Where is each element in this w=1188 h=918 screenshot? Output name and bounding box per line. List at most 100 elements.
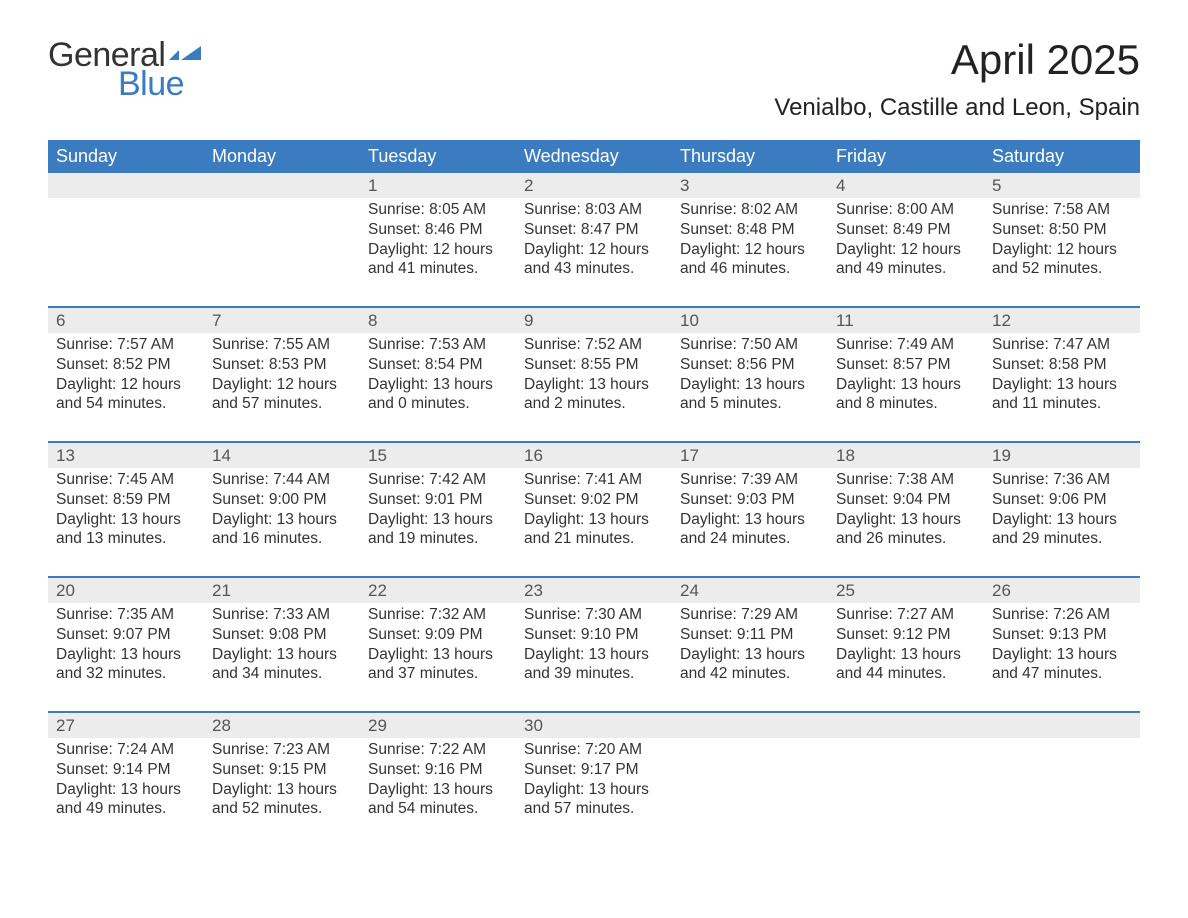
day-sunset: Sunset: 8:58 PM — [992, 355, 1132, 375]
day-sunrise: Sunrise: 7:27 AM — [836, 605, 976, 625]
page-header: General Blue April 2025 Venialbo, Castil… — [48, 36, 1140, 122]
day-daylight2: and 46 minutes. — [680, 259, 820, 279]
day-number: 28 — [204, 713, 360, 738]
weekday-header: Tuesday — [360, 140, 516, 173]
day-cell: Sunrise: 7:32 AMSunset: 9:09 PMDaylight:… — [360, 603, 516, 695]
day-daylight1: Daylight: 13 hours — [212, 645, 352, 665]
day-daylight2: and 42 minutes. — [680, 664, 820, 684]
calendar-week: 20212223242526Sunrise: 7:35 AMSunset: 9:… — [48, 576, 1140, 711]
day-number: 16 — [516, 443, 672, 468]
day-daylight2: and 44 minutes. — [836, 664, 976, 684]
day-sunset: Sunset: 9:09 PM — [368, 625, 508, 645]
day-sunset: Sunset: 9:03 PM — [680, 490, 820, 510]
day-sunset: Sunset: 9:01 PM — [368, 490, 508, 510]
day-daylight2: and 13 minutes. — [56, 529, 196, 549]
day-cell: Sunrise: 7:55 AMSunset: 8:53 PMDaylight:… — [204, 333, 360, 425]
day-daylight2: and 43 minutes. — [524, 259, 664, 279]
weekday-header: Sunday — [48, 140, 204, 173]
day-number: 29 — [360, 713, 516, 738]
day-number: 14 — [204, 443, 360, 468]
day-daylight2: and 24 minutes. — [680, 529, 820, 549]
day-cell: Sunrise: 7:50 AMSunset: 8:56 PMDaylight:… — [672, 333, 828, 425]
day-sunrise: Sunrise: 7:26 AM — [992, 605, 1132, 625]
day-daylight1: Daylight: 12 hours — [212, 375, 352, 395]
day-sunset: Sunset: 8:52 PM — [56, 355, 196, 375]
day-sunset: Sunset: 8:57 PM — [836, 355, 976, 375]
day-daylight2: and 54 minutes. — [368, 799, 508, 819]
day-daylight2: and 52 minutes. — [992, 259, 1132, 279]
day-cell: Sunrise: 8:00 AMSunset: 8:49 PMDaylight:… — [828, 198, 984, 290]
daynum-row: 27282930 — [48, 713, 1140, 738]
day-sunset: Sunset: 9:02 PM — [524, 490, 664, 510]
weekday-header: Saturday — [984, 140, 1140, 173]
weekday-header: Thursday — [672, 140, 828, 173]
day-sunset: Sunset: 9:00 PM — [212, 490, 352, 510]
day-sunrise: Sunrise: 7:41 AM — [524, 470, 664, 490]
brand-logo: General Blue — [48, 36, 205, 104]
day-daylight2: and 0 minutes. — [368, 394, 508, 414]
day-sunset: Sunset: 9:14 PM — [56, 760, 196, 780]
calendar-grid: Sunday Monday Tuesday Wednesday Thursday… — [48, 140, 1140, 846]
calendar-week: 12345Sunrise: 8:05 AMSunset: 8:46 PMDayl… — [48, 173, 1140, 306]
day-sunset: Sunset: 9:16 PM — [368, 760, 508, 780]
day-number: 21 — [204, 578, 360, 603]
day-sunset: Sunset: 8:56 PM — [680, 355, 820, 375]
day-number: 25 — [828, 578, 984, 603]
day-daylight2: and 16 minutes. — [212, 529, 352, 549]
day-sunrise: Sunrise: 7:45 AM — [56, 470, 196, 490]
day-sunrise: Sunrise: 7:30 AM — [524, 605, 664, 625]
calendar-week: 13141516171819Sunrise: 7:45 AMSunset: 8:… — [48, 441, 1140, 576]
day-cell: Sunrise: 7:57 AMSunset: 8:52 PMDaylight:… — [48, 333, 204, 425]
title-block: April 2025 Venialbo, Castille and Leon, … — [774, 36, 1140, 122]
day-sunset: Sunset: 8:48 PM — [680, 220, 820, 240]
day-content-row: Sunrise: 7:45 AMSunset: 8:59 PMDaylight:… — [48, 468, 1140, 576]
day-content-row: Sunrise: 7:24 AMSunset: 9:14 PMDaylight:… — [48, 738, 1140, 846]
day-daylight1: Daylight: 13 hours — [524, 510, 664, 530]
day-daylight2: and 11 minutes. — [992, 394, 1132, 414]
day-daylight1: Daylight: 12 hours — [56, 375, 196, 395]
day-daylight2: and 37 minutes. — [368, 664, 508, 684]
day-daylight1: Daylight: 13 hours — [212, 510, 352, 530]
day-sunset: Sunset: 9:07 PM — [56, 625, 196, 645]
day-number — [48, 173, 204, 198]
daynum-row: 20212223242526 — [48, 578, 1140, 603]
day-cell: Sunrise: 7:30 AMSunset: 9:10 PMDaylight:… — [516, 603, 672, 695]
day-number: 17 — [672, 443, 828, 468]
day-cell — [828, 738, 984, 830]
day-sunrise: Sunrise: 7:29 AM — [680, 605, 820, 625]
day-sunrise: Sunrise: 7:50 AM — [680, 335, 820, 355]
day-number: 18 — [828, 443, 984, 468]
weekday-header: Monday — [204, 140, 360, 173]
day-daylight1: Daylight: 12 hours — [368, 240, 508, 260]
day-daylight1: Daylight: 13 hours — [368, 645, 508, 665]
day-cell: Sunrise: 7:38 AMSunset: 9:04 PMDaylight:… — [828, 468, 984, 560]
day-sunset: Sunset: 9:04 PM — [836, 490, 976, 510]
day-daylight2: and 39 minutes. — [524, 664, 664, 684]
day-sunrise: Sunrise: 7:55 AM — [212, 335, 352, 355]
day-daylight2: and 54 minutes. — [56, 394, 196, 414]
day-sunrise: Sunrise: 7:20 AM — [524, 740, 664, 760]
day-number: 24 — [672, 578, 828, 603]
day-cell: Sunrise: 7:23 AMSunset: 9:15 PMDaylight:… — [204, 738, 360, 830]
day-daylight2: and 5 minutes. — [680, 394, 820, 414]
page-title: April 2025 — [774, 36, 1140, 84]
day-daylight1: Daylight: 13 hours — [836, 510, 976, 530]
day-daylight1: Daylight: 13 hours — [992, 510, 1132, 530]
day-daylight1: Daylight: 13 hours — [680, 510, 820, 530]
day-daylight1: Daylight: 13 hours — [680, 375, 820, 395]
day-number: 7 — [204, 308, 360, 333]
day-content-row: Sunrise: 7:35 AMSunset: 9:07 PMDaylight:… — [48, 603, 1140, 711]
day-sunset: Sunset: 8:49 PM — [836, 220, 976, 240]
day-sunset: Sunset: 9:12 PM — [836, 625, 976, 645]
day-number: 1 — [360, 173, 516, 198]
day-number: 4 — [828, 173, 984, 198]
day-daylight2: and 41 minutes. — [368, 259, 508, 279]
day-cell: Sunrise: 8:02 AMSunset: 8:48 PMDaylight:… — [672, 198, 828, 290]
day-daylight2: and 49 minutes. — [836, 259, 976, 279]
day-daylight2: and 2 minutes. — [524, 394, 664, 414]
day-number: 23 — [516, 578, 672, 603]
day-sunrise: Sunrise: 7:24 AM — [56, 740, 196, 760]
day-content-row: Sunrise: 7:57 AMSunset: 8:52 PMDaylight:… — [48, 333, 1140, 441]
day-cell: Sunrise: 8:03 AMSunset: 8:47 PMDaylight:… — [516, 198, 672, 290]
daynum-row: 13141516171819 — [48, 443, 1140, 468]
